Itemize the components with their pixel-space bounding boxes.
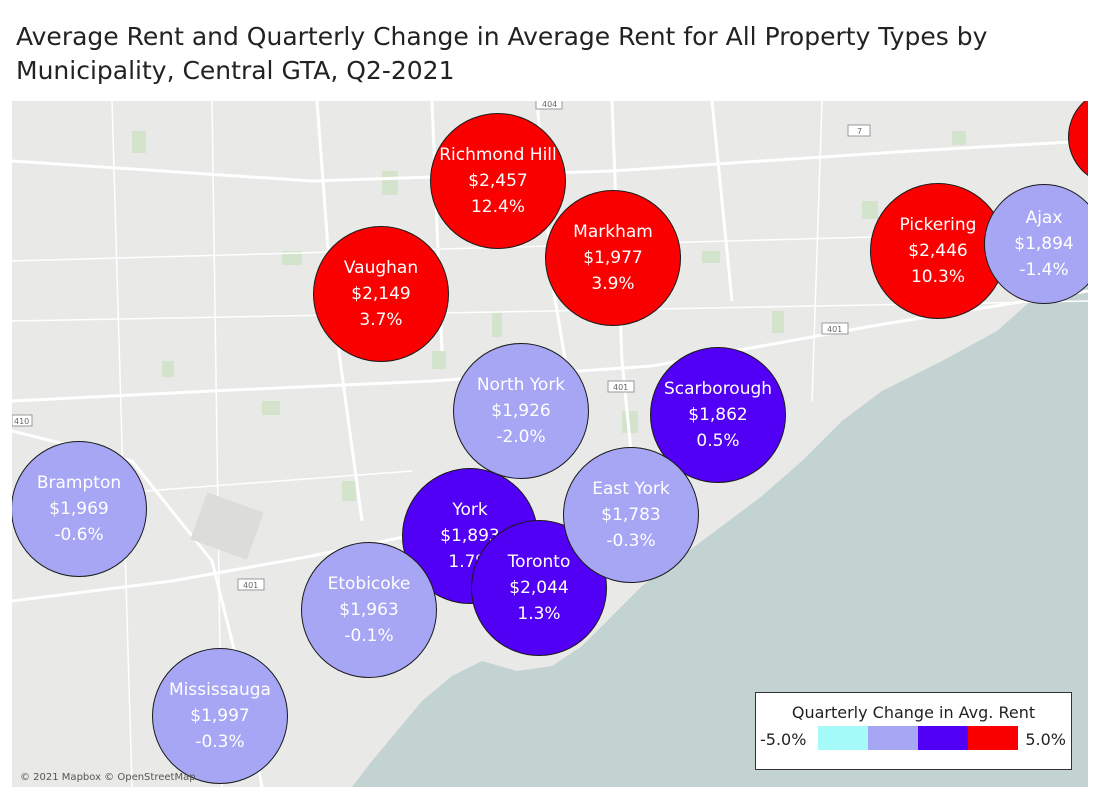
bubble-rent: $2,044 <box>509 578 569 598</box>
bubble-change: -0.1% <box>344 626 394 646</box>
bubble-rent: $1,893 <box>440 526 500 546</box>
bubble-rent: $1,997 <box>190 706 250 726</box>
bubble-name: Richmond Hill <box>439 145 557 165</box>
bubble-change: -0.6% <box>54 525 104 545</box>
bubble-rent: $1,862 <box>688 405 748 425</box>
bubble-name: Scarborough <box>663 379 773 399</box>
shield-404: 404 <box>542 101 557 109</box>
bubble-change: -2.0% <box>496 427 546 447</box>
bubble-ajax[interactable]: Ajax $1,894 -1.4% <box>984 184 1088 304</box>
bubble-change: 3.7% <box>359 310 403 330</box>
bubble-change: 3.9% <box>591 274 635 294</box>
bubble-change: -1.4% <box>1019 260 1069 280</box>
bubble-change: 10.3% <box>910 267 965 287</box>
bubble-change: 0.5% <box>696 431 740 451</box>
bubble-rent: $1,963 <box>339 600 399 620</box>
legend-max-label: 5.0% <box>1025 730 1066 749</box>
bubble-name: East York <box>592 479 670 499</box>
bubble-name: Mississauga <box>169 680 271 700</box>
bubble-rent: $2,446 <box>908 241 968 261</box>
bubble-brampton[interactable]: Brampton $1,969 -0.6% <box>12 441 147 577</box>
bubble-north-york[interactable]: North York $1,926 -2.0% <box>453 343 589 479</box>
bubble-change: -0.3% <box>606 531 656 551</box>
legend-min-label: -5.0% <box>760 730 807 749</box>
bubble-name: Toronto <box>507 552 571 572</box>
lake-ontario <box>352 221 1088 787</box>
legend-swatch-4 <box>968 726 1018 750</box>
shield-401-central: 401 <box>613 383 628 392</box>
bubble-name: Etobicoke <box>327 574 411 594</box>
page-title: Average Rent and Quarterly Change in Ave… <box>16 22 988 85</box>
bubble-vaughan[interactable]: Vaughan $2,149 3.7% <box>313 226 449 362</box>
bubble-rent: $1,783 <box>601 505 661 525</box>
map-attribution: © 2021 Mapbox © OpenStreetMap <box>20 772 196 783</box>
bubble-name: Markham <box>573 222 653 242</box>
bubble-rent: $2,457 <box>468 171 528 191</box>
bubble-richmond-hill[interactable]: Richmond Hill $2,457 12.4% <box>430 113 566 249</box>
legend-swatch-2 <box>868 726 918 750</box>
shield-401-east: 401 <box>827 325 842 334</box>
bubble-pickering[interactable]: Pickering $2,446 10.3% <box>870 183 1006 319</box>
bubble-markham[interactable]: Markham $1,977 3.9% <box>545 190 681 326</box>
bubble-east-york[interactable]: East York $1,783 -0.3% <box>563 447 699 583</box>
bubble-mississauga[interactable]: Mississauga $1,997 -0.3% <box>152 648 288 784</box>
bubble-name: Vaughan <box>343 258 419 278</box>
bubble-rent: $1,926 <box>491 401 551 421</box>
road-shields: 404 7 401 401 401 410 <box>12 101 871 591</box>
bubble-rent: $2,149 <box>351 284 411 304</box>
bubble-name: Ajax <box>1025 208 1063 228</box>
legend-swatch-1 <box>818 726 868 750</box>
bubble-rent: $1,894 <box>1014 234 1074 254</box>
bubble-name: Pickering <box>899 215 977 235</box>
bubble-scarborough[interactable]: Scarborough $1,862 0.5% <box>650 347 786 483</box>
shield-7: 7 <box>857 127 862 136</box>
legend: Quarterly Change in Avg. Rent -5.0% 5.0% <box>755 692 1072 770</box>
bubble-name: Brampton <box>36 473 122 493</box>
bubble-rent: $1,977 <box>583 248 643 268</box>
legend-title: Quarterly Change in Avg. Rent <box>791 703 1036 722</box>
shield-410: 410 <box>14 417 29 426</box>
bubble-change: 1.3% <box>517 604 561 624</box>
bubble-name: York <box>452 500 488 520</box>
legend-swatch-3 <box>918 726 968 750</box>
bubble-etobicoke[interactable]: Etobicoke $1,963 -0.1% <box>301 542 437 678</box>
bubble-rent: $1,969 <box>49 499 109 519</box>
bubble-change: 12.4% <box>470 197 525 217</box>
map-canvas[interactable]: 404 7 401 401 401 410 Richmond Hill $2,45… <box>12 101 1088 787</box>
bubble-change: -0.3% <box>195 732 245 752</box>
bubble-name: North York <box>476 375 566 395</box>
shield-401-west: 401 <box>243 581 258 590</box>
